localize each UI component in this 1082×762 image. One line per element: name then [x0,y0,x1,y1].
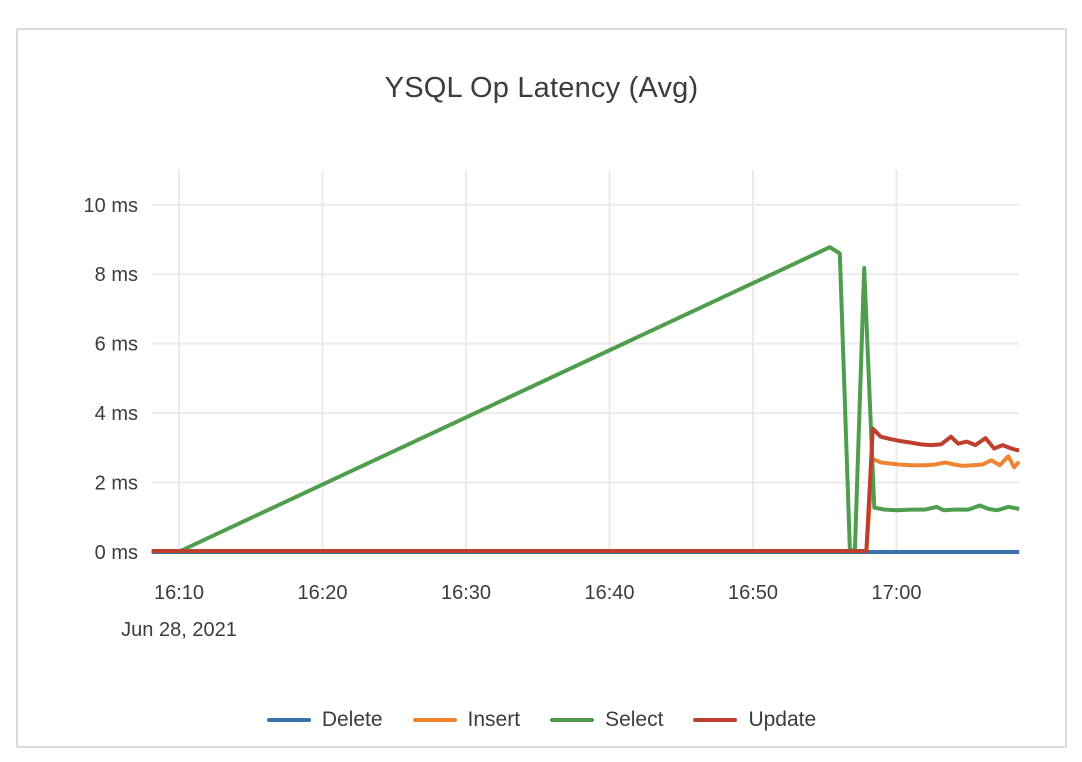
x-axis-tick-label: 16:50 [728,582,778,604]
legend-label: Insert [467,708,521,731]
legend-item-update[interactable]: Update [693,708,816,732]
legend-swatch-update [693,718,738,722]
chart-title: YSQL Op Latency (Avg) [384,72,699,104]
legend-swatch-insert [412,718,457,722]
y-axis-tick-label: 8 ms [95,264,138,286]
legend-label: Delete [321,708,383,731]
series-line-insert[interactable] [151,454,1021,553]
legend-swatch-delete [266,718,311,722]
legend-label: Select [605,708,664,731]
x-axis-tick-label: 16:40 [584,582,634,604]
series-line-update[interactable] [151,426,1020,553]
y-axis-tick-label: 6 ms [95,334,138,356]
legend-label: Update [748,708,817,731]
series-line-select[interactable] [179,245,1020,553]
x-axis-tick-label: 16:10 [154,582,204,604]
legend-item-select[interactable]: Select [550,708,663,732]
y-axis-tick-label: 2 ms [95,473,138,495]
chart-card: YSQL Op Latency (Avg) 0 ms 2 ms 4 ms 6 ms 8 … [16,28,1067,748]
y-axis-tick-label: 0 ms [95,542,138,564]
legend: Delete Insert Select Update [18,708,1065,732]
x-axis-date-label: Jun 28, 2021 [121,619,237,641]
y-axis-tick-label: 4 ms [95,403,138,425]
legend-item-delete[interactable]: Delete [266,708,383,732]
x-axis-tick-label: 16:20 [297,582,347,604]
legend-swatch-select [550,718,595,722]
x-axis-tick-label: 16:30 [441,582,491,604]
plot-area[interactable]: 0 ms 2 ms 4 ms 6 ms 8 ms 10 ms 16:10 16:20 16:30… [18,30,1065,746]
x-axis-tick-label: 17:00 [871,582,921,604]
y-axis-tick-label: 10 ms [84,195,138,217]
legend-item-insert[interactable]: Insert [412,708,521,732]
